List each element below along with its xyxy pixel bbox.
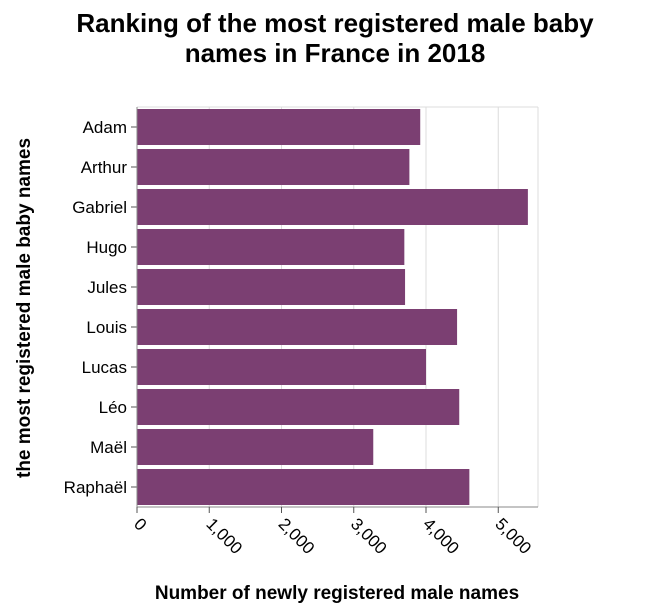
bar-1 [137, 149, 410, 185]
y-tick-label: Raphaël [64, 478, 127, 497]
x-tick-label: 3,000 [347, 514, 391, 558]
y-tick-label: Gabriel [72, 198, 127, 217]
y-tick-label: Louis [86, 318, 127, 337]
x-tick-label: 4,000 [419, 514, 463, 558]
y-tick-label: Arthur [81, 158, 128, 177]
x-tick-label: 0 [130, 514, 150, 534]
bar-8 [137, 429, 374, 465]
bar-5 [137, 309, 458, 345]
bar-4 [137, 269, 406, 305]
bar-2 [137, 189, 528, 225]
bars-layer [137, 109, 528, 505]
bar-9 [137, 469, 470, 505]
y-axis-label: the most registered male baby names [14, 138, 35, 478]
x-tick-label: 5,000 [491, 514, 535, 558]
y-tick-label: Hugo [86, 238, 127, 257]
x-tick-label: 1,000 [202, 514, 246, 558]
y-tick-label: Maël [90, 438, 127, 457]
bar-0 [137, 109, 421, 145]
bar-7 [137, 389, 460, 425]
x-axis-label: Number of newly registered male names [155, 583, 519, 604]
chart-title-line-1: Ranking of the most registered male baby [76, 8, 594, 38]
y-tick-label: Léo [99, 398, 127, 417]
chart-title-line-2: names in France in 2018 [185, 38, 486, 68]
y-tick-label: Lucas [82, 358, 127, 377]
bar-3 [137, 229, 405, 265]
y-tick-label: Jules [87, 278, 127, 297]
x-tick-label: 2,000 [275, 514, 319, 558]
y-tick-label: Adam [83, 118, 127, 137]
bar-6 [137, 349, 427, 385]
